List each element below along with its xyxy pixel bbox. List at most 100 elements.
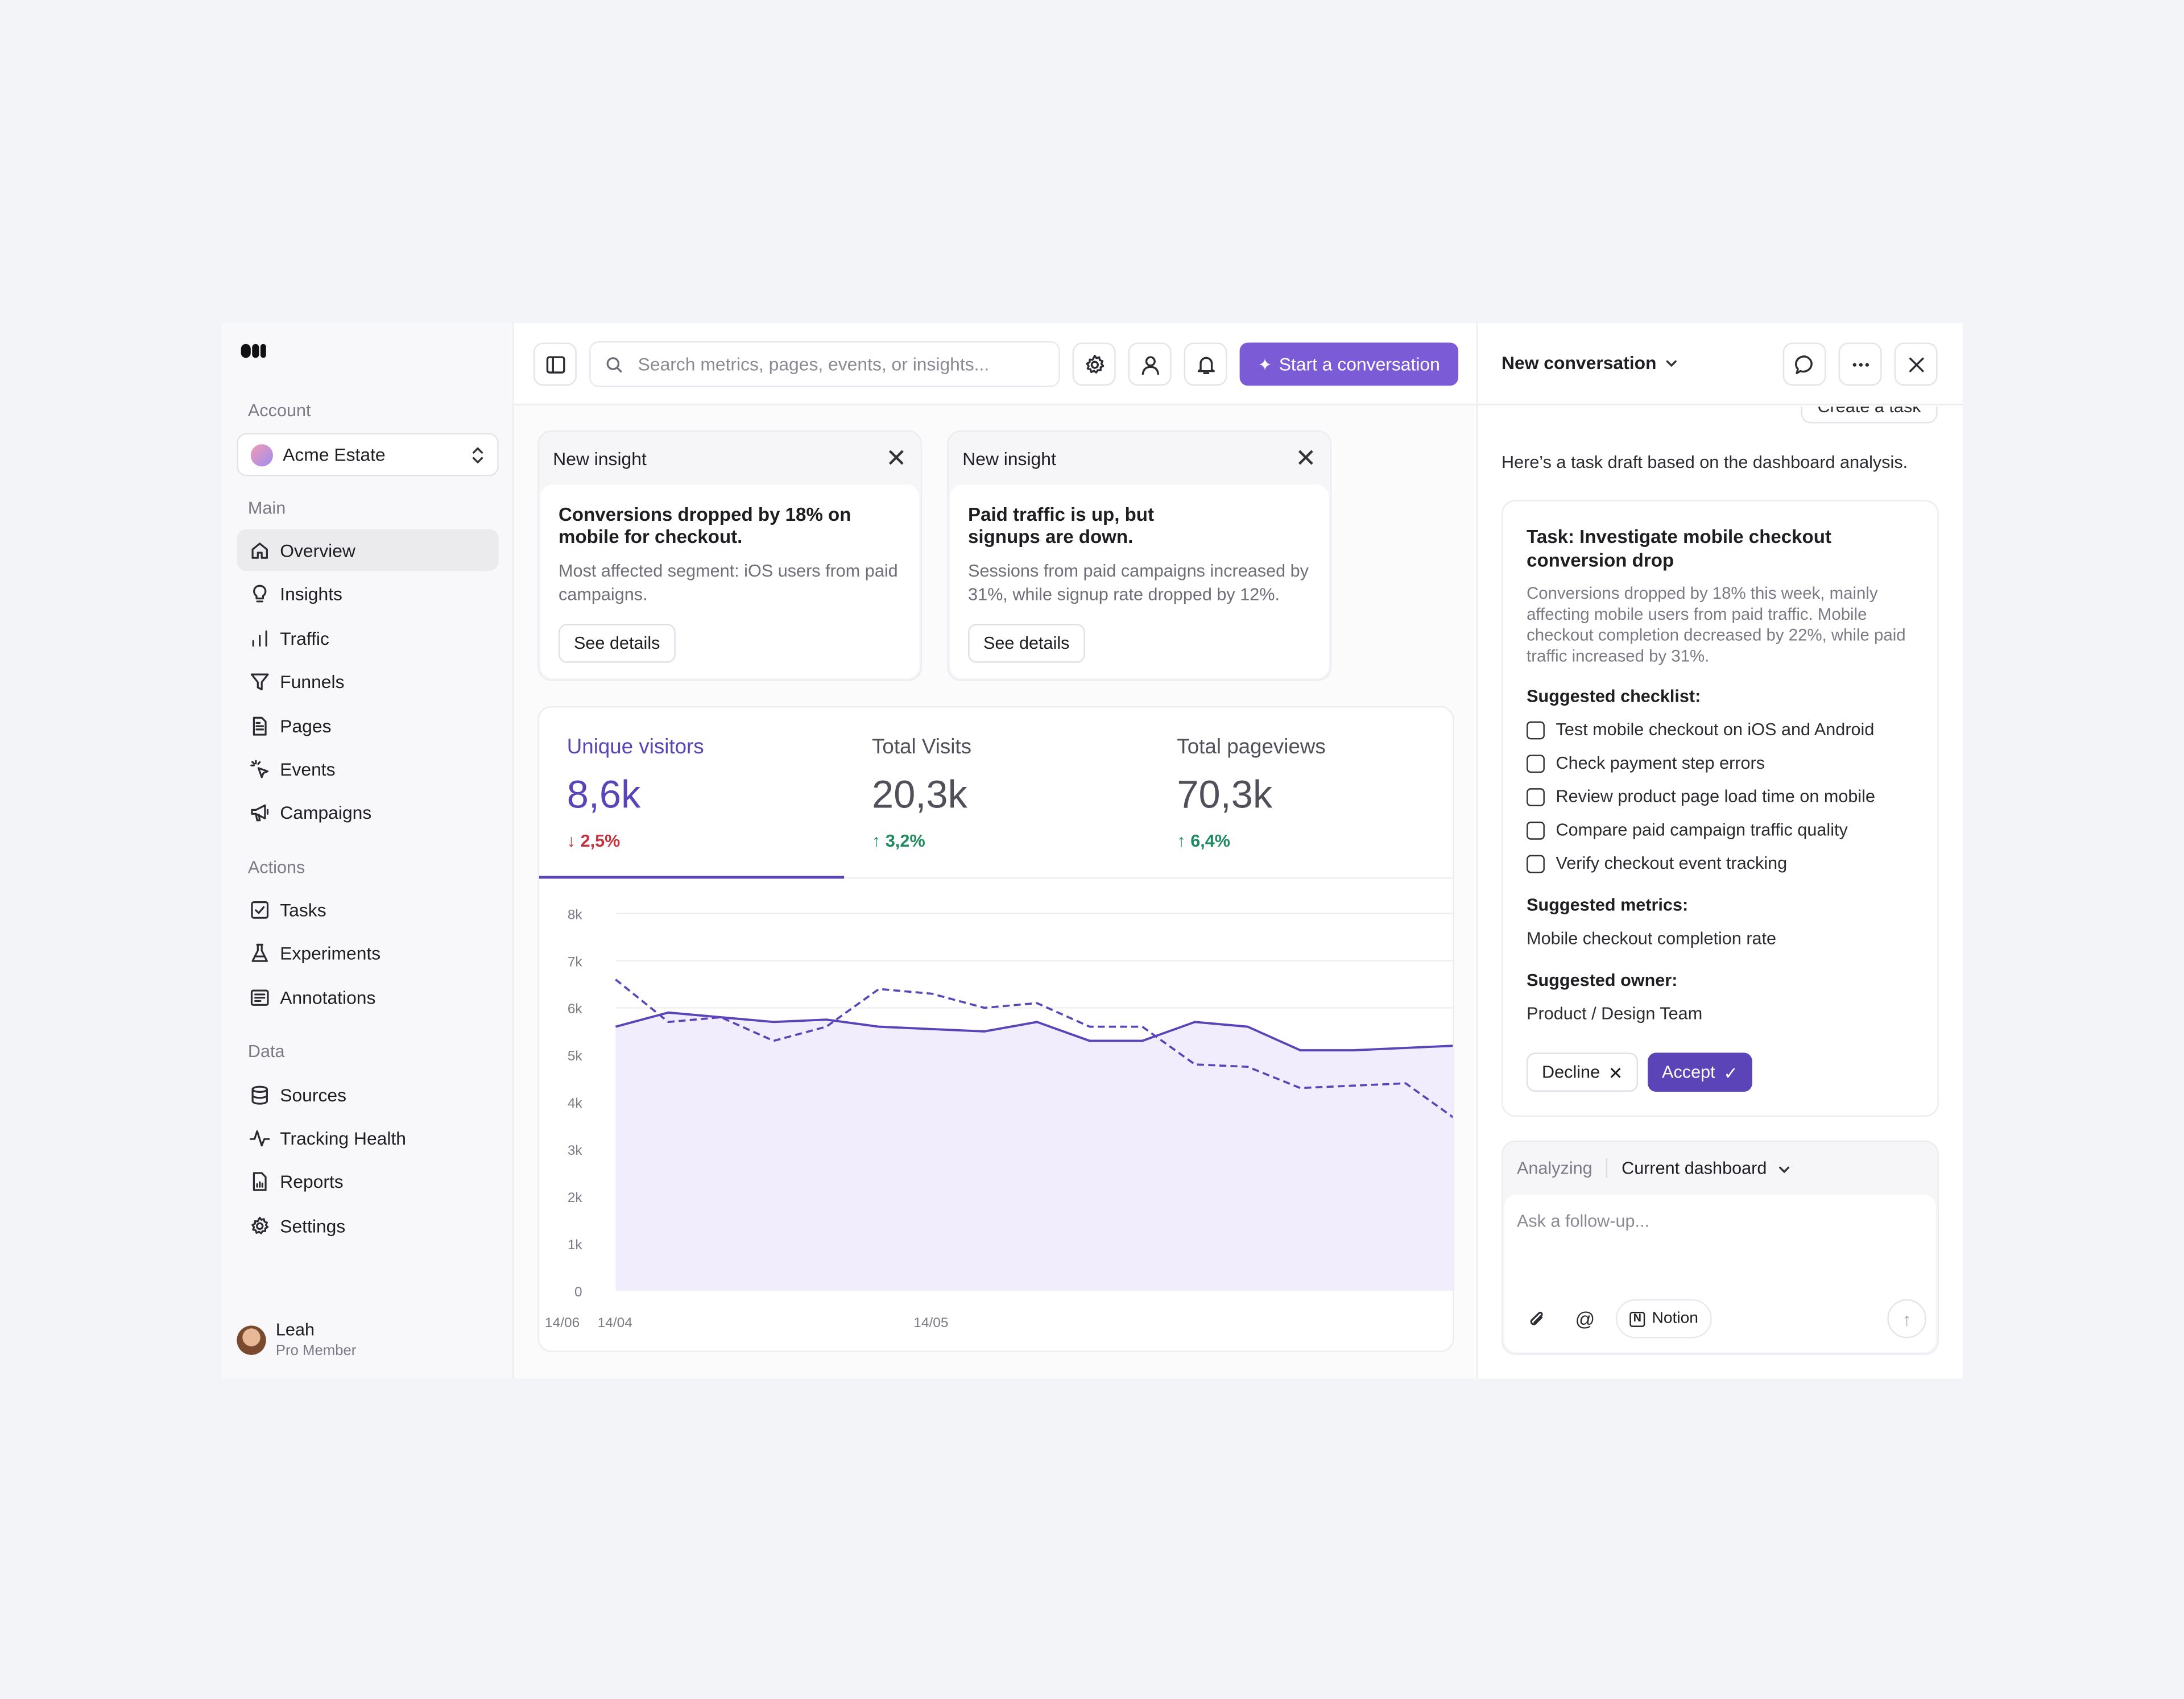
accept-button[interactable]: Accept✓ <box>1648 1052 1752 1092</box>
checkbox[interactable] <box>1527 788 1545 806</box>
metric-change: ↑ 6,4% <box>1177 831 1426 851</box>
account-section-label: Account <box>237 401 311 420</box>
arrow-down-icon: ↓ <box>567 831 581 851</box>
start-conversation-label: Start a conversation <box>1279 354 1440 375</box>
task-title: Task: Investigate mobile checkout conver… <box>1527 525 1914 572</box>
sidebar-item-sources[interactable]: Sources <box>237 1074 498 1115</box>
see-details-button[interactable]: See details <box>559 624 675 663</box>
y-tick-label: 3k <box>568 1143 583 1158</box>
search-placeholder: Search metrics, pages, events, or insigh… <box>638 354 990 375</box>
conversation-panel: New conversation Create a task Here’s a … <box>1476 323 1963 1378</box>
more-options-button[interactable] <box>1839 342 1882 386</box>
sidebar-item-experiments[interactable]: Experiments <box>237 931 498 973</box>
sidebar-toggle-icon <box>544 353 566 375</box>
chat-history-button[interactable] <box>1783 342 1826 386</box>
checklist-item[interactable]: Compare paid campaign traffic quality <box>1527 820 1914 839</box>
checkbox[interactable] <box>1527 720 1545 739</box>
see-details-button[interactable]: See details <box>968 624 1085 663</box>
conversation-selector[interactable]: New conversation <box>1502 353 1679 374</box>
mention-button[interactable]: @ <box>1566 1299 1605 1339</box>
insight-desc: Sessions from paid campaigns increased b… <box>968 560 1310 607</box>
lightbulb-icon <box>249 583 270 604</box>
profile-button[interactable] <box>1128 342 1172 386</box>
metric-tab-total-visits[interactable]: Total Visits 20,3k ↑ 3,2% <box>844 707 1149 880</box>
active-tab-indicator <box>539 876 844 878</box>
sidebar-item-tasks[interactable]: Tasks <box>237 888 498 930</box>
sidebar-item-settings[interactable]: Settings <box>237 1204 498 1246</box>
user-profile[interactable]: Leah Pro Member <box>237 1320 356 1360</box>
metric-value: 8,6k <box>567 773 816 817</box>
sidebar-item-insights[interactable]: Insights <box>237 573 498 614</box>
metric-tab-unique-visitors[interactable]: Unique visitors 8,6k ↓ 2,5% <box>539 707 844 880</box>
toggle-sidebar-button[interactable] <box>533 342 577 386</box>
create-task-message: Create a task <box>1801 407 1938 423</box>
pulse-icon <box>249 1127 270 1148</box>
close-icon[interactable]: ✕ <box>1295 446 1316 471</box>
checklist-item[interactable]: Test mobile checkout on iOS and Android <box>1527 720 1914 739</box>
insight-title: Conversions dropped by 18% on mobile for… <box>559 504 901 549</box>
sidebar-item-label: Tasks <box>280 899 326 920</box>
sidebar-item-reports[interactable]: Reports <box>237 1160 498 1201</box>
megaphone-icon <box>249 801 270 822</box>
sidebar-item-funnels[interactable]: Funnels <box>237 660 498 702</box>
sidebar-item-label: Reports <box>280 1170 344 1191</box>
sidebar-item-events[interactable]: Events <box>237 748 498 789</box>
y-tick-label: 1k <box>568 1237 583 1253</box>
account-name: Acme Estate <box>283 444 471 465</box>
attach-button[interactable] <box>1517 1299 1556 1339</box>
report-icon <box>249 1170 270 1191</box>
sidebar-item-label: Sources <box>280 1084 346 1105</box>
close-icon[interactable]: ✕ <box>886 446 907 471</box>
sparkle-icon: ✦ <box>1258 354 1272 374</box>
sidebar-item-label: Insights <box>280 583 342 604</box>
sidebar-item-label: Traffic <box>280 627 329 648</box>
arrow-up-icon: ↑ <box>872 831 886 851</box>
sidebar-item-label: Events <box>280 758 335 779</box>
context-selector[interactable]: Current dashboard <box>1622 1159 1791 1178</box>
sidebar-item-traffic[interactable]: Traffic <box>237 617 498 658</box>
checklist-item[interactable]: Verify checkout event tracking <box>1527 853 1914 873</box>
checkbox[interactable] <box>1527 821 1545 839</box>
sidebar-item-label: Settings <box>280 1215 345 1236</box>
notifications-button[interactable] <box>1184 342 1227 386</box>
checklist-item[interactable]: Check payment step errors <box>1527 753 1914 773</box>
follow-up-input[interactable]: Ask a follow-up... <box>1517 1212 1649 1231</box>
close-panel-button[interactable] <box>1895 342 1938 386</box>
document-icon <box>249 715 270 736</box>
metric-tab-total-pageviews[interactable]: Total pageviews 70,3k ↑ 6,4% <box>1149 707 1454 880</box>
checkbox[interactable] <box>1527 854 1545 872</box>
user-plan: Pro Member <box>276 1342 356 1359</box>
search-input[interactable]: Search metrics, pages, events, or insigh… <box>589 341 1060 387</box>
sidebar-item-overview[interactable]: Overview <box>237 529 498 571</box>
sidebar-item-pages[interactable]: Pages <box>237 705 498 746</box>
sidebar-item-label: Annotations <box>280 987 375 1008</box>
y-tick-label: 6k <box>568 1001 583 1017</box>
checklist-item[interactable]: Review product page load time on mobile <box>1527 787 1914 806</box>
assistant-message: Here’s a task draft based on the dashboa… <box>1502 453 1908 472</box>
start-conversation-button[interactable]: ✦ Start a conversation <box>1240 342 1458 386</box>
main-content: Search metrics, pages, events, or insigh… <box>514 323 1476 1378</box>
account-switcher[interactable]: Acme Estate <box>237 433 498 476</box>
decline-button[interactable]: Decline✕ <box>1527 1052 1638 1092</box>
click-icon <box>249 758 270 779</box>
sidebar-item-tracking-health[interactable]: Tracking Health <box>237 1117 498 1158</box>
funnel-icon <box>249 670 270 691</box>
y-tick-label: 2k <box>568 1190 583 1205</box>
sidebar-item-campaigns[interactable]: Campaigns <box>237 791 498 832</box>
chat-bubble-icon <box>1793 353 1815 375</box>
logo <box>241 342 266 359</box>
flask-icon <box>249 942 270 963</box>
checkbox[interactable] <box>1527 754 1545 772</box>
sidebar-item-label: Campaigns <box>280 801 371 822</box>
settings-button[interactable] <box>1073 342 1116 386</box>
sidebar: Account Acme Estate Main Overview Insigh… <box>221 323 514 1378</box>
user-name: Leah <box>276 1320 356 1340</box>
send-button[interactable]: ↑ <box>1887 1299 1926 1339</box>
analyzing-label: Analyzing <box>1517 1159 1608 1178</box>
sidebar-item-annotations[interactable]: Annotations <box>237 976 498 1018</box>
task-draft-card: Task: Investigate mobile checkout conver… <box>1502 500 1939 1117</box>
metric-label: Unique visitors <box>567 735 816 759</box>
metrics-value: Mobile checkout completion rate <box>1527 929 1914 948</box>
